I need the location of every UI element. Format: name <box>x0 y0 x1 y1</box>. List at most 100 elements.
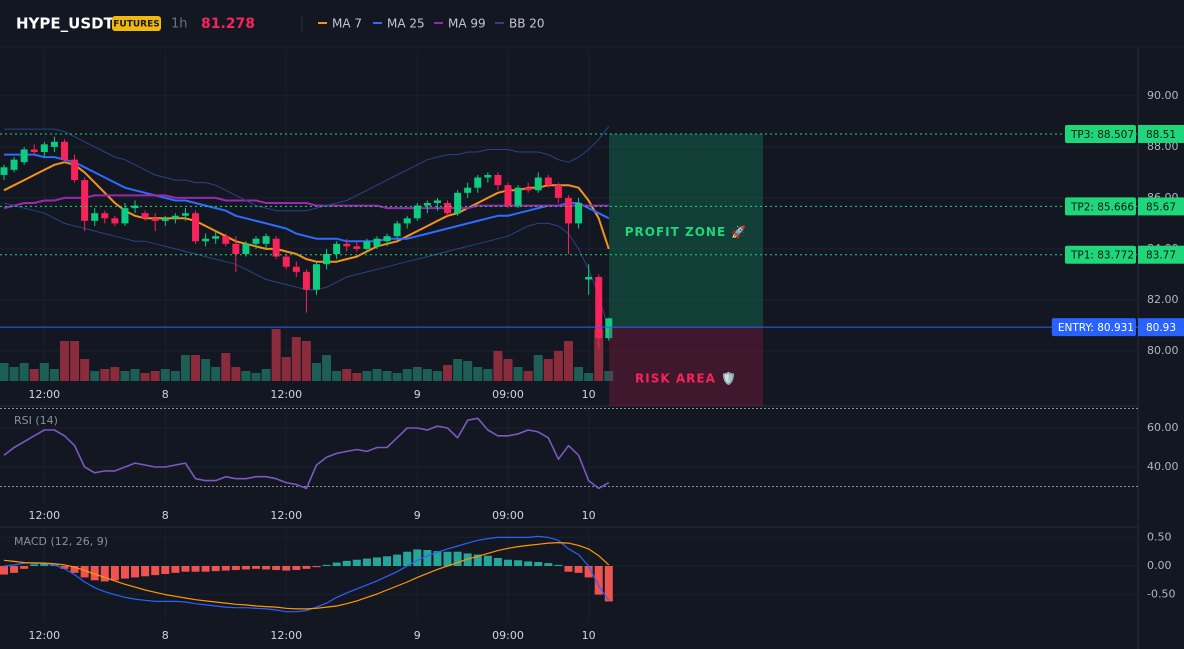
macd-hist <box>171 566 180 573</box>
volume-bar <box>584 373 594 381</box>
macd-hist <box>534 562 543 566</box>
y-tick-label: 82.00 <box>1147 293 1179 306</box>
level-label-bg <box>1064 124 1136 143</box>
candle-body <box>171 215 179 219</box>
macd-hist <box>131 566 140 578</box>
macd-hist <box>372 557 381 566</box>
macd-hist <box>493 558 502 566</box>
price-tag-bg <box>1138 245 1184 264</box>
profit-zone <box>609 133 763 328</box>
volume-bar <box>150 371 160 381</box>
price-tag-bg <box>1138 197 1184 216</box>
volume-bar <box>100 369 110 381</box>
x-tick-label: 9 <box>414 388 421 401</box>
macd-hist <box>120 566 129 579</box>
x-tick-label: 8 <box>162 509 169 522</box>
macd-hist <box>554 564 563 566</box>
risk-zone <box>609 327 763 406</box>
x-tick-label: 10 <box>582 509 596 522</box>
volume-bar <box>0 363 9 381</box>
volume-bar <box>392 373 402 381</box>
candle-body <box>554 185 562 198</box>
candle-body <box>141 213 149 219</box>
candle-body <box>242 243 250 255</box>
candle-body <box>20 149 28 163</box>
macd-hist <box>403 551 412 566</box>
x-tick-label: 12:00 <box>270 629 302 642</box>
volume-bar <box>9 367 19 381</box>
candle-body <box>484 174 492 178</box>
y-tick-label: 0.50 <box>1147 530 1172 543</box>
volume-bar <box>342 369 352 381</box>
candle-body <box>433 200 441 204</box>
macd-hist <box>342 560 351 566</box>
x-tick-label: 09:00 <box>492 509 524 522</box>
macd-hist <box>352 559 361 566</box>
volume-bar <box>473 367 483 381</box>
macd-hist <box>10 566 19 573</box>
candle-body <box>333 243 341 255</box>
candle-body <box>544 177 552 186</box>
candle-body <box>323 254 331 265</box>
candle-body <box>383 236 391 242</box>
volume-bar <box>332 371 342 381</box>
macd-hist <box>393 554 402 566</box>
volume-bar <box>59 341 69 381</box>
candle-body <box>111 218 119 224</box>
candle-body <box>272 238 280 257</box>
candle-body <box>101 213 109 219</box>
volume-bar <box>251 373 261 381</box>
y-tick-label: 88.00 <box>1147 140 1179 153</box>
y-tick-label: -0.50 <box>1147 588 1175 601</box>
volume-bar <box>443 365 453 381</box>
macd-hist <box>262 566 271 570</box>
macd-hist <box>40 563 49 566</box>
macd-hist <box>100 566 109 582</box>
macd-hist <box>90 566 99 581</box>
y-tick-label: 90.00 <box>1147 89 1179 102</box>
volume-bar <box>201 359 211 381</box>
volume-bar <box>432 371 442 381</box>
pane-title: MACD (12, 26, 9) <box>14 535 108 548</box>
candle-body <box>312 264 320 290</box>
candle-body <box>595 276 603 339</box>
price-tag: 83.77 <box>1146 250 1176 262</box>
candle-body <box>564 197 572 224</box>
volume-bar <box>110 367 120 381</box>
level-label-bg <box>1051 318 1136 337</box>
x-tick-label: 12:00 <box>28 509 60 522</box>
volume-bar <box>322 355 332 381</box>
candle-body <box>504 185 512 206</box>
macd-hist <box>413 549 422 566</box>
macd-hist <box>383 556 392 566</box>
volume-bar <box>301 341 311 381</box>
x-tick-label: 12:00 <box>270 388 302 401</box>
volume-bar <box>241 371 251 381</box>
candle-body <box>50 141 58 147</box>
legend-label: BB 20 <box>509 17 545 31</box>
macd-hist <box>332 562 341 566</box>
badge-bg <box>112 16 161 31</box>
macd-hist <box>473 554 482 566</box>
volume-bar <box>80 359 90 381</box>
macd-hist <box>110 566 119 581</box>
candle-body <box>302 271 310 290</box>
candle-body <box>464 187 472 193</box>
candle-body <box>40 144 48 153</box>
macd-line <box>3 535 610 613</box>
candle-body <box>585 276 593 280</box>
candle-body <box>524 187 532 191</box>
volume-bar <box>493 351 503 381</box>
macd-hist <box>584 566 593 578</box>
volume-bar <box>453 359 463 381</box>
volume-bar <box>19 363 29 381</box>
macd-hist <box>141 566 150 577</box>
volume-bar <box>352 373 362 381</box>
x-tick-label: 10 <box>582 388 596 401</box>
volume-bar <box>563 341 573 381</box>
x-tick-label: 09:00 <box>492 388 524 401</box>
candle-body <box>474 177 482 188</box>
volume-bar <box>160 369 170 381</box>
macd-hist <box>292 566 301 570</box>
volume-bar <box>503 359 513 381</box>
